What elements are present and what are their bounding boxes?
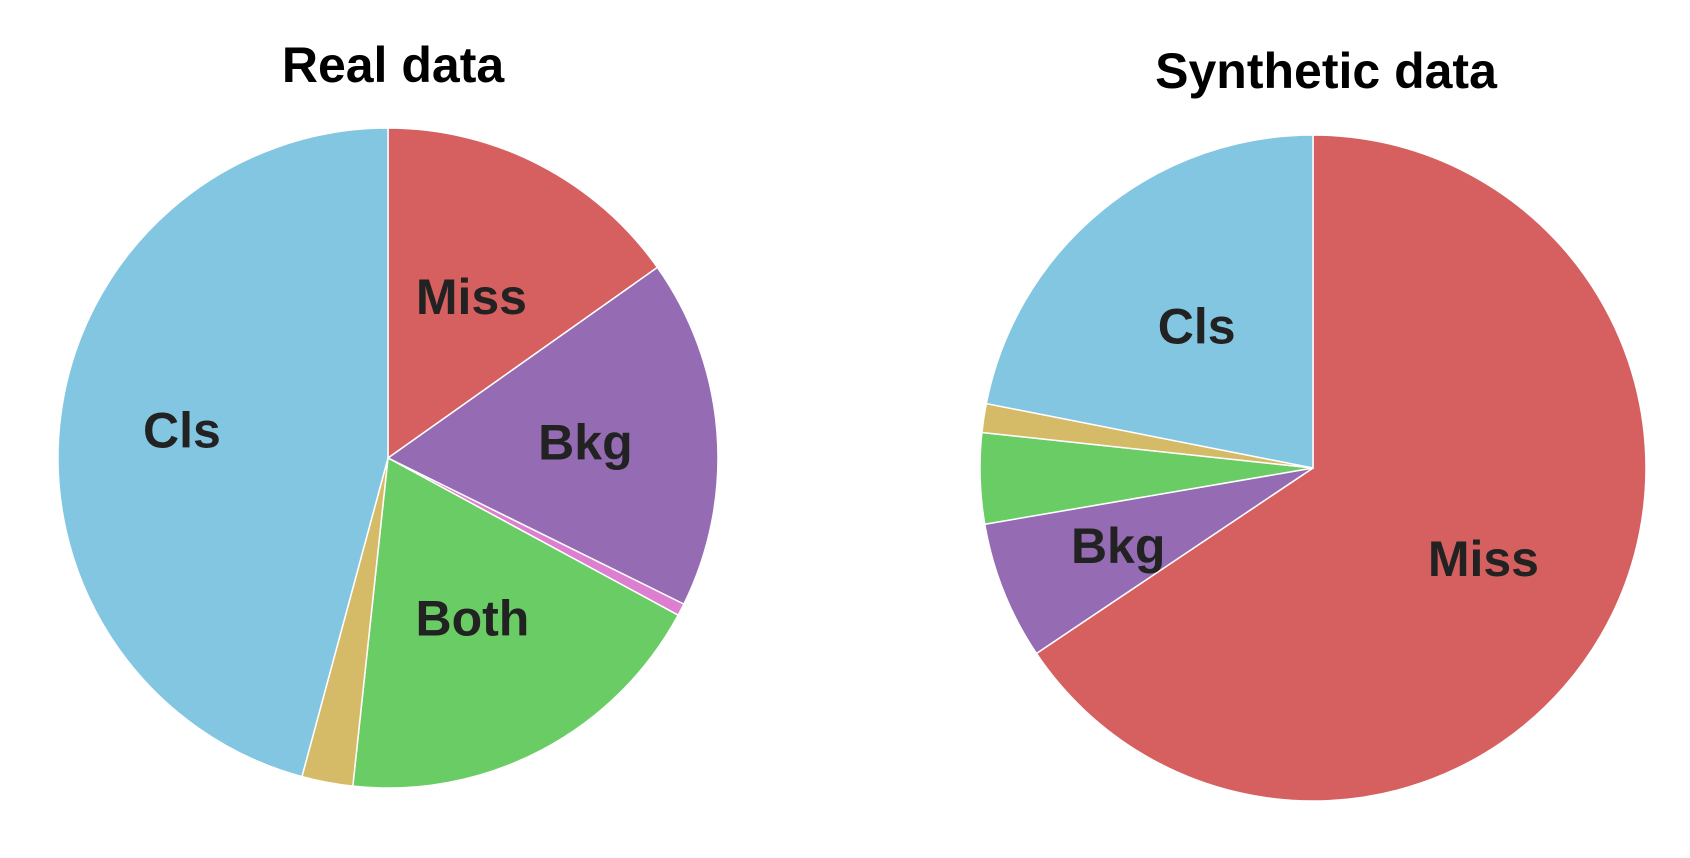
pie-slice-both: [352, 457, 679, 789]
pie-slice-cls: [985, 134, 1314, 469]
pie-slice-miss: [387, 127, 659, 459]
slice-label-miss: Miss: [1428, 531, 1539, 587]
pie-real: Miss Bkg Both Cls: [57, 127, 719, 789]
slice-label-both: Both: [415, 591, 529, 647]
slice-label-bkg: Bkg: [538, 415, 632, 471]
pie-slice-bkg: [984, 467, 1314, 655]
pie-synthetic: Miss Bkg Cls: [979, 134, 1647, 802]
pie-slice-bkg: [387, 266, 719, 605]
slice-label-miss: Miss: [416, 269, 527, 325]
chart-title-synthetic: Synthetic data: [1155, 43, 1497, 99]
pie-slice-cls: [57, 127, 389, 778]
chart-title-real: Real data: [281, 37, 505, 93]
pie-slice-miss: [1035, 134, 1647, 802]
slice-label-cls: Cls: [143, 403, 221, 459]
slice-label-cls: Cls: [1158, 299, 1236, 355]
slice-label-bkg: Bkg: [1071, 518, 1165, 574]
